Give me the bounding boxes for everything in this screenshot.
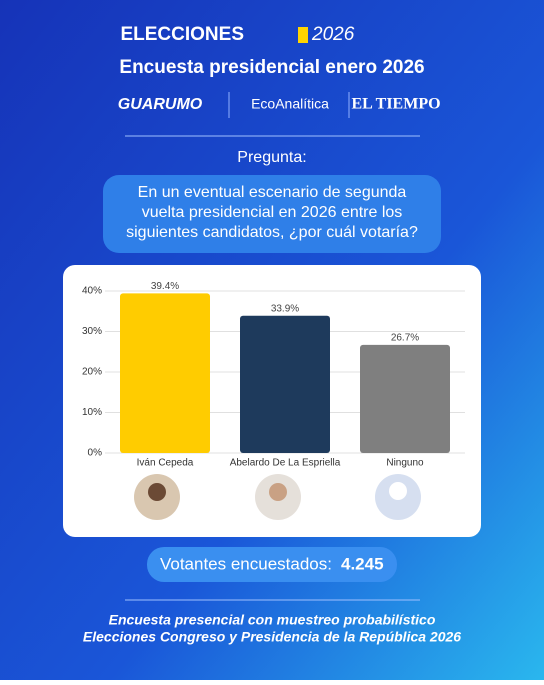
logo: GUARUMO <box>118 96 203 113</box>
y-tick-label: 0% <box>88 448 103 459</box>
plot: 0% 10% 20% 30% 40% 39.4% Iván Cepeda 33.9% Abela… <box>82 281 465 469</box>
flag <box>298 27 308 43</box>
sample-label: Votantes encuestados: <box>160 554 332 573</box>
x-tick-label: Ninguno <box>386 458 424 469</box>
sample-pill <box>147 547 397 582</box>
bar <box>240 315 330 453</box>
x-tick-label: Abelardo De La Espriella <box>230 458 341 469</box>
y-tick-label: 40% <box>82 286 102 297</box>
value-label: 33.9% <box>271 303 299 314</box>
avatar-face <box>389 482 407 500</box>
question-box <box>103 175 441 253</box>
brand: ELECCIONES <box>120 24 244 45</box>
question-line: siguientes candidatos, ¿por cuál votaría… <box>126 224 418 241</box>
value-label: 39.4% <box>151 281 179 292</box>
question-line: vuelta presidencial en 2026 entre los <box>142 204 403 221</box>
footnote: Elecciones Congreso y Presidencia de la … <box>83 629 461 645</box>
footnote: Encuesta presencial con muestreo probabi… <box>109 612 436 628</box>
value-label: 26.7% <box>391 333 419 344</box>
avatar-face <box>269 483 287 501</box>
title: Encuesta presidencial enero 2026 <box>119 57 424 78</box>
logo: EcoAnalítica <box>251 96 329 112</box>
x-tick-label: Iván Cepeda <box>137 458 194 469</box>
question-label: Pregunta: <box>237 149 306 166</box>
question-line: En un eventual escenario de segunda <box>138 184 407 201</box>
logo: EL TIEMPO <box>351 96 440 113</box>
bar <box>120 293 210 453</box>
y-tick-label: 30% <box>82 326 102 337</box>
avatar-face <box>148 483 166 501</box>
bar <box>360 344 450 453</box>
sample-value: 4.245 <box>341 554 384 573</box>
y-tick-label: 10% <box>82 407 102 418</box>
brand-year: 2026 <box>311 24 355 45</box>
y-tick-label: 20% <box>82 367 102 378</box>
